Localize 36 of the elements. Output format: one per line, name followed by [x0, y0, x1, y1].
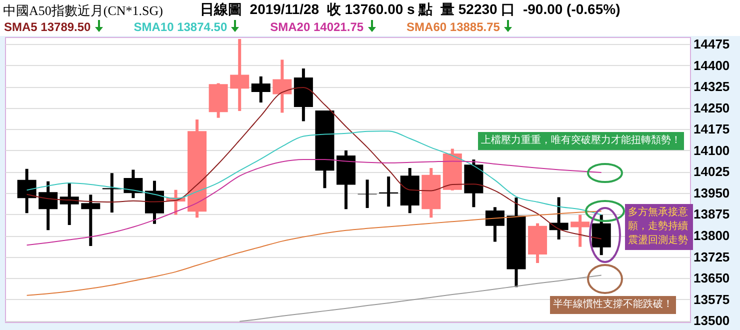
annotation: 半年線慣性支撐不能跌破！ — [550, 296, 676, 314]
candlestick — [124, 170, 143, 198]
y-tick-label: 14475 — [694, 36, 730, 52]
y-tick-label: 14100 — [694, 142, 730, 158]
candlestick — [38, 181, 58, 230]
candlestick — [549, 197, 568, 240]
chart-title: 中國A50指數近月(CN*1.SG) — [3, 2, 163, 20]
candlestick — [60, 182, 79, 226]
text: SMA20 14021.75 — [270, 19, 365, 34]
text: 多方無承接意願，走勢持續震盪回測走勢 — [625, 204, 693, 250]
y-tick-label: 13800 — [694, 228, 730, 244]
y-tick-label: 14400 — [694, 58, 730, 73]
y-tick-label: 13575 — [694, 292, 730, 307]
candlestick — [570, 214, 590, 247]
text: SMA10 13874.50 — [134, 19, 228, 34]
y-tick-label: 13950 — [694, 185, 730, 200]
candlestick — [485, 207, 504, 242]
candlestick — [230, 38, 250, 112]
candlestick — [81, 194, 100, 246]
candlestick — [144, 180, 164, 224]
y-tick-label: 14250 — [694, 100, 730, 116]
y-tick-label: 14175 — [694, 122, 730, 137]
text: SMA5 13789.50 — [4, 19, 92, 34]
annotation: 上檔壓力重重，唯有突破壓力才能扭轉頹勢！ — [478, 132, 684, 150]
y-tick-label: 13875 — [694, 206, 730, 222]
text: SMA60 13885.75 — [406, 19, 501, 34]
y-tick-label: 13650 — [694, 270, 730, 286]
chart-subtitle: 日線圖 2019/11/28 收 13760.00 s 點 量 52230 口 -90.00 (-0.65%) — [200, 1, 620, 19]
candlestick — [17, 168, 36, 214]
y-tick-label: 14325 — [694, 79, 730, 94]
y-tick-label: 14025 — [694, 164, 730, 180]
y-tick-label: 13500 — [694, 313, 730, 328]
y-tick-label: 13725 — [694, 249, 730, 264]
candlestick — [251, 76, 270, 103]
candlestick — [102, 173, 122, 213]
candlestick — [272, 60, 292, 113]
